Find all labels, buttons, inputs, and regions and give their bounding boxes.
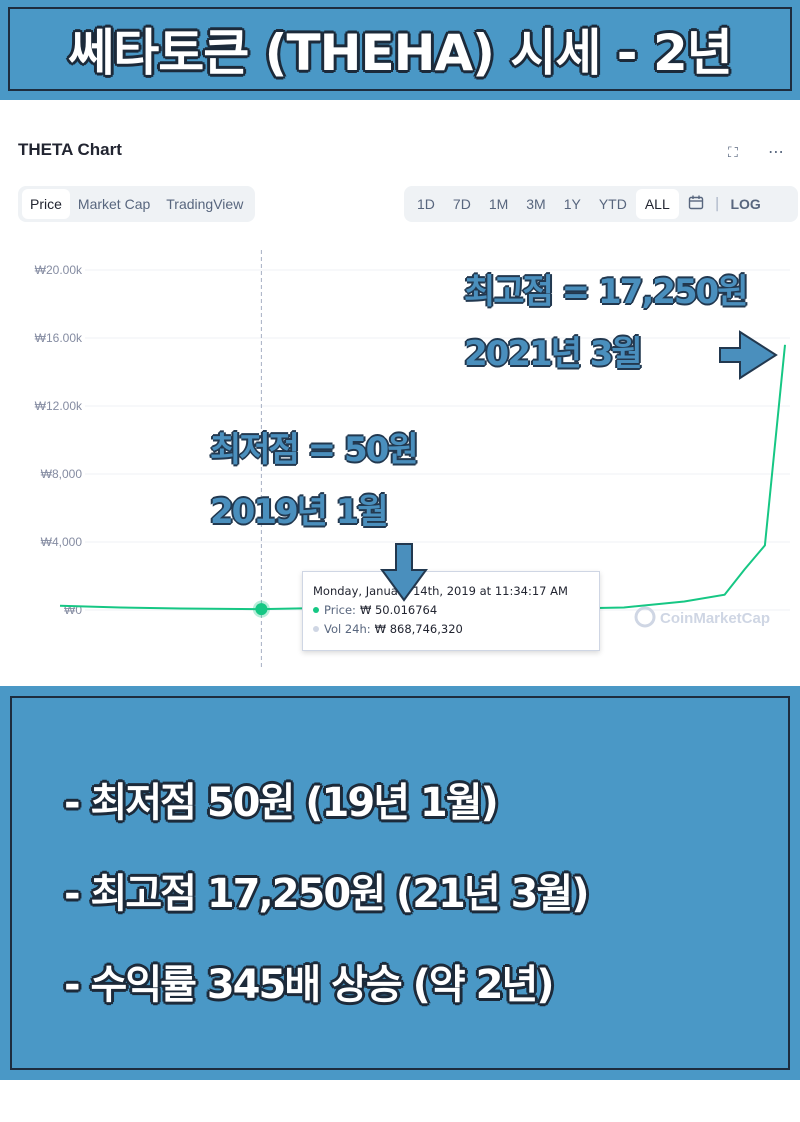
chart-title: THETA Chart — [18, 140, 122, 159]
expand-icon[interactable]: ⛶ — [728, 145, 738, 161]
tab-tradingview[interactable]: TradingView — [166, 196, 244, 212]
y-tick-label: ₩4,000 — [41, 535, 83, 549]
arrow-right-icon — [719, 330, 778, 380]
title-banner-frame: 쎄타토큰 (THEHA) 시세 - 2년 — [8, 7, 792, 91]
arrow-down-icon — [380, 543, 428, 602]
watermark-text: CoinMarketCap — [660, 610, 770, 627]
chart-tooltip: Monday, January 14th, 2019 at 11:34:17 A… — [302, 571, 600, 651]
summary-frame: - 최저점 50원 (19년 1월) - 최고점 17,250원 (21년 3월… — [10, 696, 790, 1070]
range-1y[interactable]: 1Y — [563, 196, 581, 212]
summary-return: - 수익률 345배 상승 (약 2년) — [64, 962, 555, 1008]
title-banner: 쎄타토큰 (THEHA) 시세 - 2년 — [0, 0, 800, 100]
tab-market-cap[interactable]: Market Cap — [77, 196, 151, 212]
summary-high: - 최고점 17,250원 (21년 3월) — [64, 871, 590, 917]
tooltip-date: Monday, January 14th, 2019 at 11:34:17 A… — [313, 584, 568, 598]
range-ytd[interactable]: YTD — [598, 196, 627, 212]
tooltip-price-row: Price: ₩ 50.016764 — [313, 603, 589, 617]
y-tick-label: ₩12.00k — [35, 399, 83, 413]
tooltip-price-label: Price: — [324, 603, 356, 617]
range-7d[interactable]: 7D — [452, 196, 471, 212]
y-tick-label: ₩8,000 — [41, 467, 83, 481]
more-icon[interactable]: ⋯ — [768, 142, 784, 161]
low-annotation-line2: 2019년 1월 — [210, 492, 389, 532]
y-tick-label: ₩20.00k — [35, 263, 83, 277]
volume-dot-icon — [313, 626, 319, 632]
calendar-icon[interactable] — [679, 188, 713, 220]
low-annotation-line1: 최저점 = 50원 — [210, 430, 419, 470]
annotation-arrows — [380, 330, 778, 602]
high-annotation-line1: 최고점 = 17,250원 — [464, 272, 748, 312]
tooltip-price-value: ₩ 50.016764 — [359, 603, 438, 617]
hover-point — [252, 600, 270, 618]
tooltip-vol-label: Vol 24h: — [324, 622, 371, 636]
chart-card: THETA Chart ⛶ ⋯ Price Market Cap Trading… — [0, 120, 800, 680]
y-tick-label: ₩16.00k — [35, 331, 83, 345]
log-toggle[interactable]: LOG — [730, 196, 761, 212]
tab-price[interactable]: Price — [22, 189, 70, 219]
page-title: 쎄타토큰 (THEHA) 시세 - 2년 — [68, 24, 733, 82]
summary-panel: - 최저점 50원 (19년 1월) - 최고점 17,250원 (21년 3월… — [0, 686, 800, 1080]
chart-type-tabs: Price Market Cap TradingView — [18, 186, 256, 222]
range-all[interactable]: ALL — [635, 189, 679, 219]
range-3m[interactable]: 3M — [526, 196, 546, 212]
high-annotation-line2: 2021년 3월 — [464, 334, 643, 374]
summary-low: - 최저점 50원 (19년 1월) — [64, 780, 499, 826]
coinmarketcap-watermark: CoinMarketCap — [634, 606, 770, 628]
price-dot-icon — [313, 607, 319, 613]
range-divider: | — [714, 196, 720, 212]
time-range-tabs: 1D 7D 1M 3M 1Y YTD ALL | LOG — [404, 186, 798, 222]
tooltip-vol-value: ₩ 868,746,320 — [374, 622, 463, 636]
range-1m[interactable]: 1M — [488, 196, 509, 212]
range-1d[interactable]: 1D — [417, 196, 435, 212]
tooltip-vol-row: Vol 24h: ₩ 868,746,320 — [313, 622, 589, 636]
